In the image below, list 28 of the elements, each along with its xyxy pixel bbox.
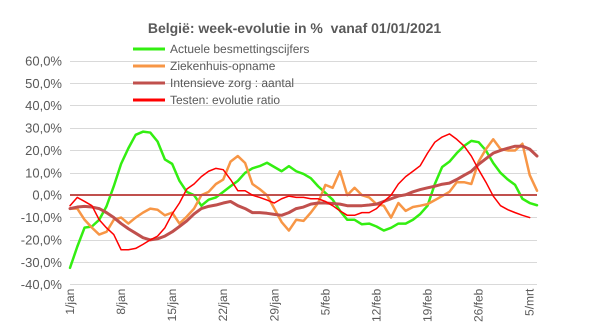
legend-label: Intensieve zorg : aantal	[170, 76, 294, 90]
y-tick-label: 30,0%	[25, 120, 62, 136]
x-tick-label: 19/feb	[420, 288, 435, 322]
y-tick-label: 20,0%	[25, 142, 62, 158]
x-tick-label: 5/mrt	[522, 288, 537, 316]
chart-title: België: week-evolutie in % vanaf 01/01/2021	[148, 20, 442, 36]
y-tick-label: 40,0%	[25, 98, 62, 114]
x-tick-label: 1/jan	[63, 288, 77, 315]
legend-label: Testen: evolutie ratio	[170, 93, 280, 107]
x-tick-label: 22/jan	[216, 288, 230, 322]
line-series	[69, 133, 530, 250]
y-tick-label: -10,0%	[20, 210, 62, 226]
legend-label: Actuele besmettingscijfers	[170, 42, 310, 56]
x-tick-label: 5/feb	[318, 288, 332, 316]
legend-label: Ziekenhuis-opname	[170, 59, 276, 73]
y-tick-label: -30,0%	[20, 254, 62, 270]
y-tick-label: 0,0%	[32, 188, 62, 203]
x-tick-label: 15/jan	[165, 288, 180, 322]
y-tick-label: 60,0%	[25, 54, 62, 68]
x-tick-label: 8/jan	[114, 288, 128, 315]
x-tick-label: 29/jan	[267, 288, 282, 322]
x-tick-label: 12/feb	[369, 288, 384, 322]
y-tick-label: 10,0%	[25, 165, 62, 180]
y-tick-label: -40,0%	[20, 277, 62, 292]
x-tick-label: 26/feb	[472, 288, 486, 322]
y-tick-label: -20,0%	[20, 232, 62, 248]
y-tick-label: 50,0%	[25, 76, 62, 91]
line-series	[68, 130, 538, 270]
